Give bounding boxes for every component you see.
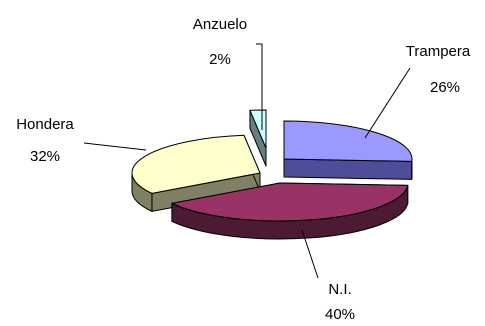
pie-slice-top <box>283 120 413 162</box>
leader-line-trampera <box>364 67 411 139</box>
leader-line-anzuelo <box>256 43 263 130</box>
pie-slices <box>131 109 413 240</box>
pie-slice-top <box>131 134 261 194</box>
leader-line-hondera <box>83 142 147 151</box>
slice-label-value-trampera: 26% <box>430 79 460 96</box>
slice-label-name-n-i: N.I. <box>328 281 351 298</box>
leader-lines <box>83 43 411 279</box>
slice-label-value-n-i: 40% <box>325 306 355 323</box>
slice-labels: Trampera 26% N.I. 40% Hondera 32% Anzuelo 2% <box>16 16 471 323</box>
pie-slice-n-i <box>171 182 409 240</box>
pie-slice-top <box>171 182 409 222</box>
slice-label-value-anzuelo: 2% <box>209 51 231 68</box>
pie-slice-wall <box>283 158 413 180</box>
pie-slice-trampera <box>283 120 413 180</box>
leader-line-n-i <box>301 229 319 279</box>
slice-label-value-hondera: 32% <box>30 148 60 165</box>
slice-label-name-hondera: Hondera <box>16 116 74 133</box>
slice-label-name-anzuelo: Anzuelo <box>193 16 247 33</box>
slice-label-name-trampera: Trampera <box>406 43 471 60</box>
